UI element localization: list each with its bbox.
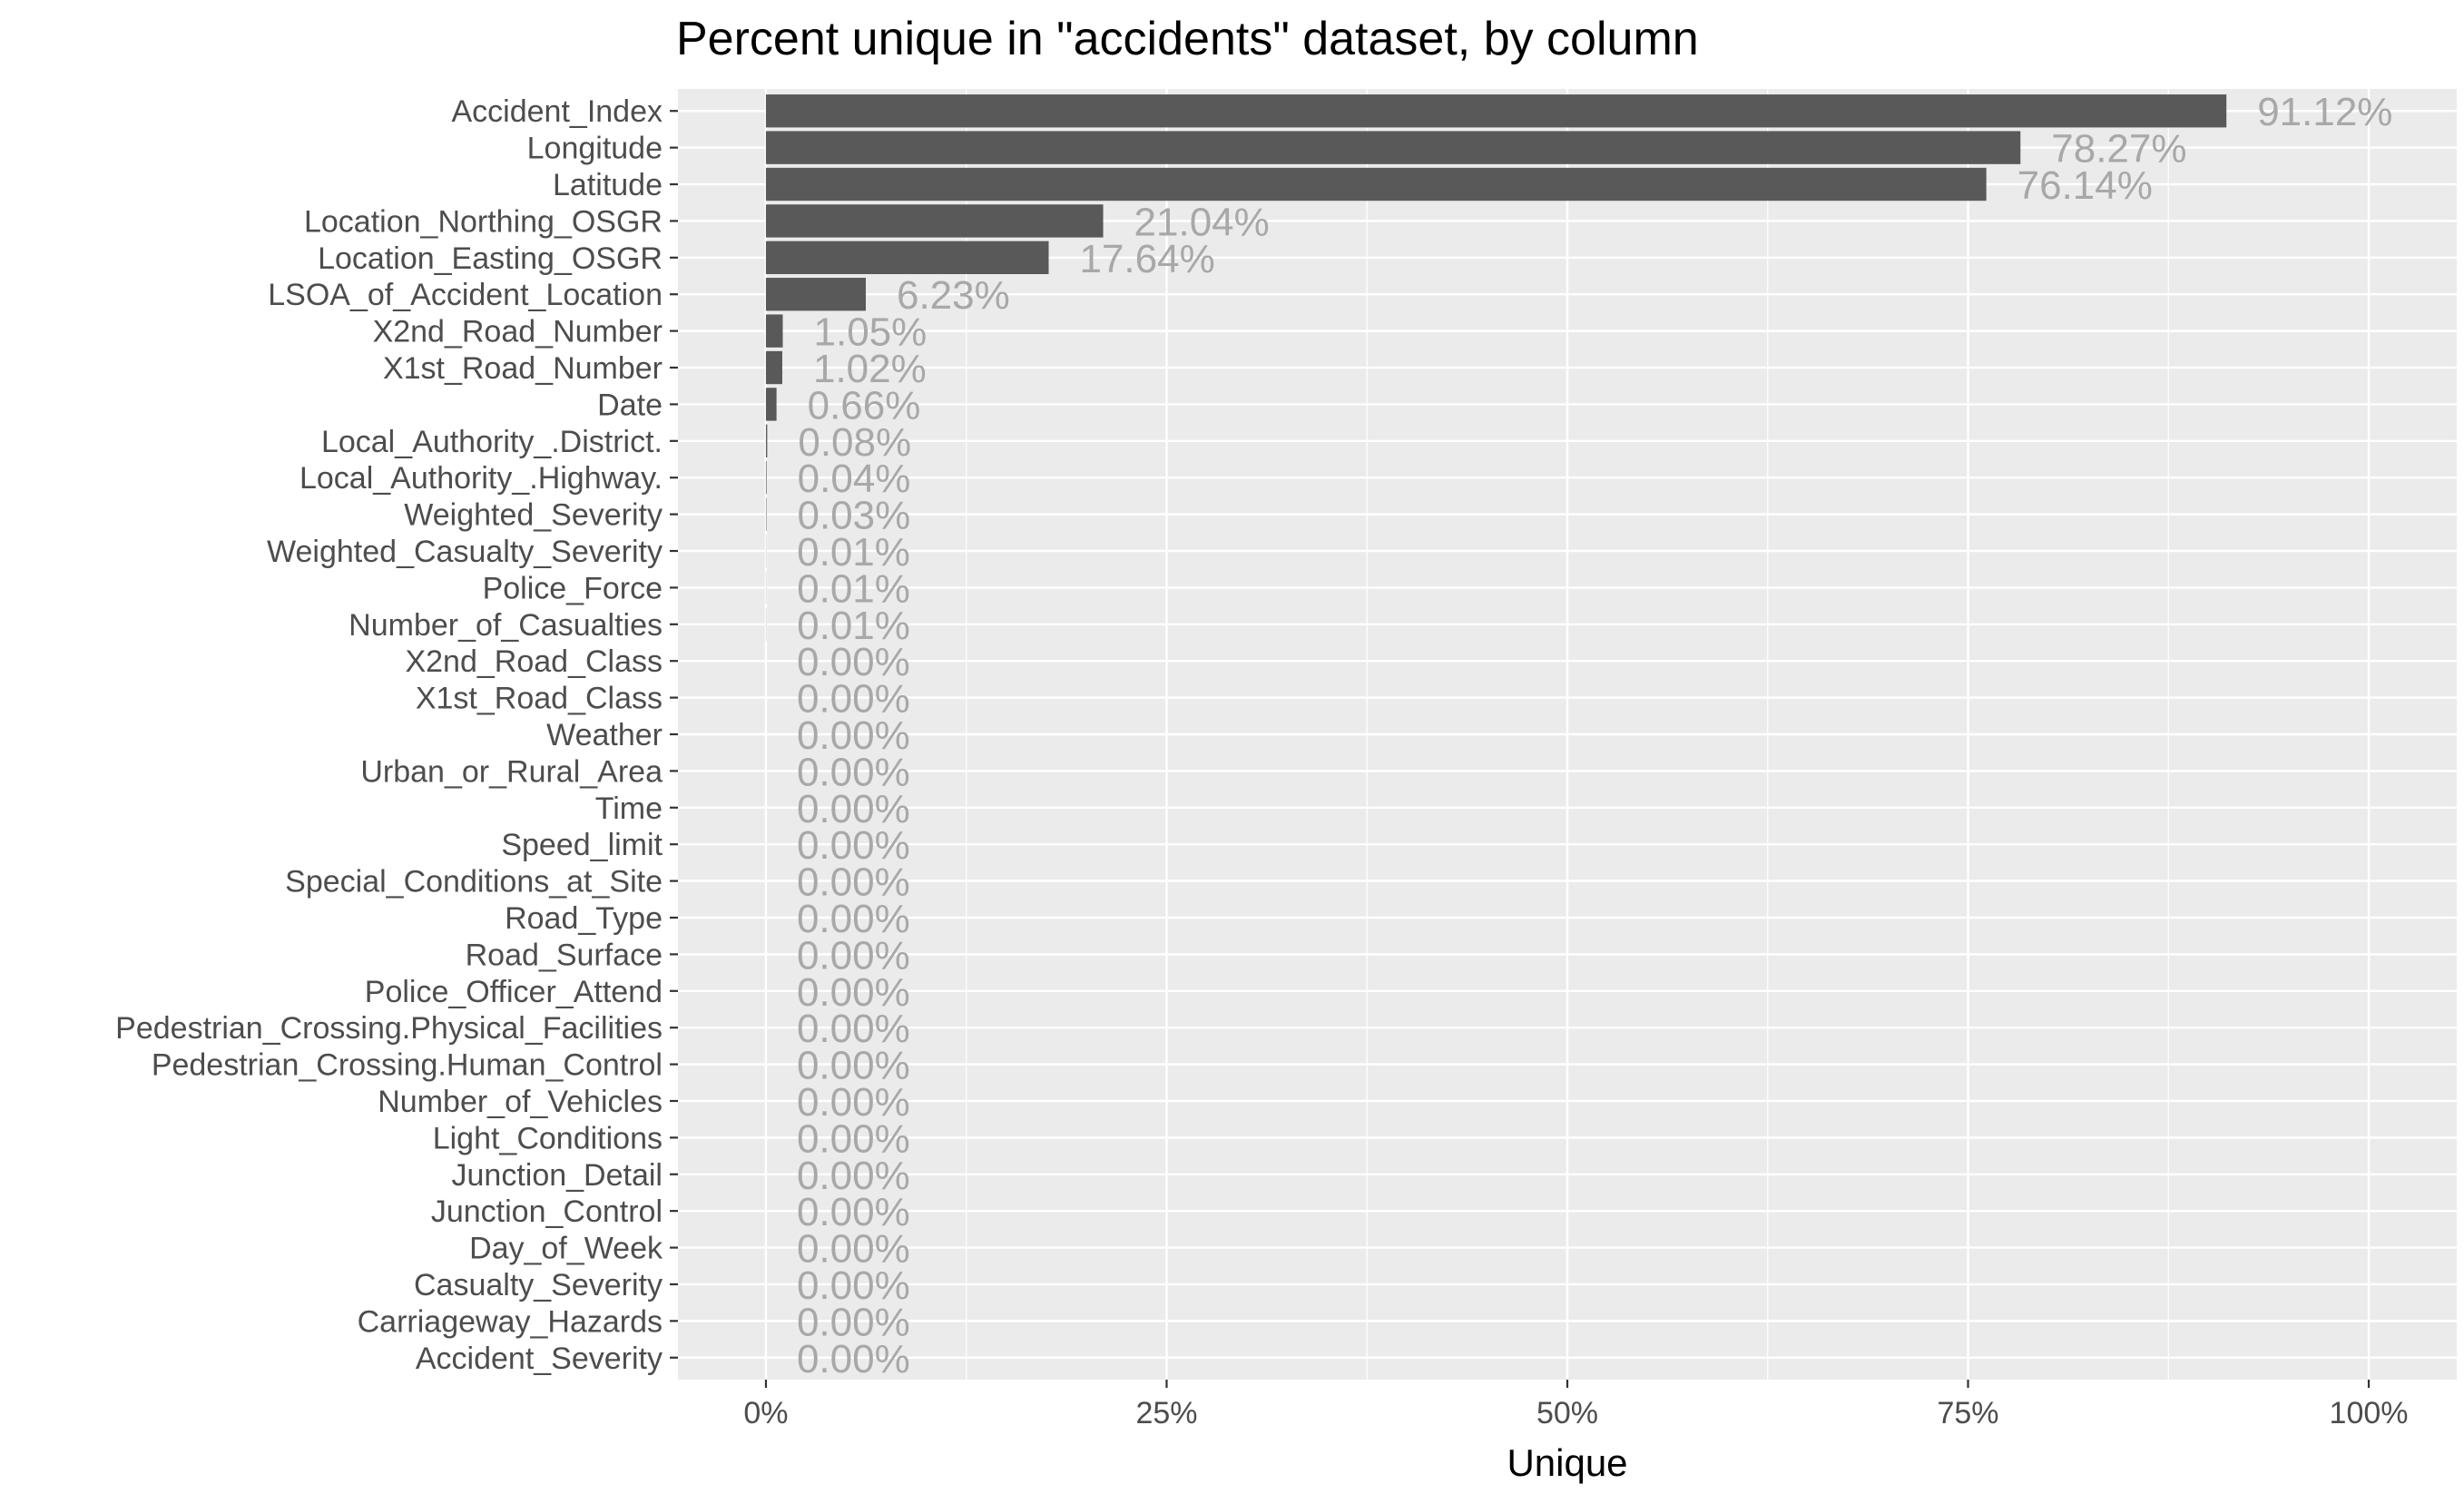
bar: [765, 314, 783, 348]
data-label: 0.00%: [797, 1300, 910, 1344]
data-label: 0.00%: [797, 860, 910, 905]
data-label: 0.00%: [797, 1007, 910, 1051]
data-label: 0.00%: [797, 1154, 910, 1198]
data-label: 0.00%: [797, 823, 910, 868]
bar: [765, 497, 767, 531]
y-tick-label: Longitude: [527, 132, 663, 166]
data-label: 0.00%: [797, 640, 910, 684]
y-tick-label: Local_Authority_.District.: [321, 425, 663, 459]
y-tick-label: Day_of_Week: [469, 1232, 663, 1266]
y-tick-label: Time: [595, 791, 663, 826]
y-tick-label: Speed_limit: [501, 828, 663, 862]
y-tick-label: Location_Northing_OSGR: [304, 204, 663, 239]
x-axis-title: Unique: [1507, 1441, 1627, 1484]
data-labels: 91.12% 78.27%76.14% 21.04%17.64% 6.23%1.05%…: [797, 90, 2392, 1381]
data-label: 0.00%: [797, 750, 910, 794]
y-tick-label: X2nd_Road_Number: [373, 315, 663, 349]
data-label: 6.23%: [897, 273, 1010, 318]
y-tick-label: Number_of_Casualties: [348, 608, 663, 643]
data-label: 0.00%: [797, 713, 910, 758]
y-tick-label: Road_Type: [505, 901, 663, 936]
y-tick-label: LSOA_of_Accident_Location: [268, 278, 663, 312]
data-label: 0.01%: [797, 604, 910, 648]
y-tick-label: Casualty_Severity: [414, 1268, 663, 1302]
data-label: 21.04%: [1134, 200, 1270, 244]
bar: [765, 241, 1049, 275]
x-axis: 0% 25% 50% 75% 100%: [743, 1380, 2409, 1430]
data-label: 0.00%: [797, 1337, 910, 1381]
y-tick-label: Pedestrian_Crossing.Human_Control: [152, 1048, 663, 1083]
data-label: 0.03%: [797, 494, 910, 538]
data-label: 0.01%: [797, 530, 910, 575]
data-label: 0.04%: [798, 457, 911, 501]
y-tick-label: Light_Conditions: [433, 1121, 663, 1155]
y-tick-label: Number_of_Vehicles: [378, 1085, 663, 1119]
x-tick-label: 25%: [1135, 1396, 1197, 1430]
data-label: 0.00%: [797, 933, 910, 978]
data-label: 0.00%: [797, 1227, 910, 1272]
data-label: 0.08%: [798, 420, 911, 465]
data-label: 0.00%: [797, 787, 910, 831]
y-tick-label: Junction_Control: [431, 1194, 663, 1229]
bar: [765, 461, 767, 495]
data-label: 76.14%: [2017, 163, 2153, 208]
y-tick-label: Accident_Severity: [416, 1342, 663, 1376]
data-label: 0.00%: [797, 1116, 910, 1161]
data-label: 0.00%: [797, 677, 910, 722]
x-tick-label: 100%: [2330, 1396, 2409, 1430]
y-tick-label: Latitude: [553, 168, 663, 202]
x-tick-label: 50%: [1536, 1396, 1598, 1430]
y-tick-label: Special_Conditions_at_Site: [285, 865, 663, 899]
data-label: 0.00%: [797, 1080, 910, 1125]
y-tick-label: Location_Easting_OSGR: [318, 241, 663, 276]
data-label: 1.02%: [813, 347, 927, 391]
chart-title: Percent unique in "accidents" dataset, b…: [676, 13, 1699, 65]
bar: [765, 424, 768, 457]
data-label: 0.00%: [797, 1190, 910, 1234]
bar: [765, 388, 777, 421]
y-tick-label: Local_Authority_.Highway.: [299, 461, 663, 496]
data-label: 17.64%: [1079, 237, 1214, 281]
y-tick-label: X1st_Road_Class: [416, 682, 663, 716]
y-tick-label: Carriageway_Hazards: [358, 1304, 663, 1339]
x-tick-label: 75%: [1937, 1396, 1998, 1430]
grid-lines: [678, 89, 2457, 1380]
data-label: 0.66%: [808, 383, 921, 428]
y-tick-label: Police_Officer_Attend: [365, 975, 663, 1009]
y-axis: Accident_IndexLongitudeLatitudeLocation_…: [115, 94, 678, 1376]
data-label: 0.00%: [797, 1263, 910, 1308]
y-tick-label: Urban_or_Rural_Area: [360, 754, 663, 789]
data-label: 78.27%: [2051, 127, 2186, 172]
y-tick-label: X1st_Road_Number: [383, 351, 663, 386]
bar: [765, 350, 782, 385]
data-label: 0.01%: [797, 566, 910, 611]
y-tick-label: Date: [597, 388, 663, 422]
bar: [765, 131, 2021, 164]
data-label: 1.05%: [814, 310, 928, 355]
bar: [765, 278, 866, 311]
bar: [765, 204, 1104, 238]
bar: [765, 94, 2227, 128]
y-tick-label: Weighted_Casualty_Severity: [267, 535, 663, 569]
bars: [765, 94, 2227, 641]
x-tick-label: 0%: [743, 1396, 788, 1430]
y-tick-label: Weather: [546, 718, 663, 752]
y-tick-label: Road_Surface: [466, 938, 663, 972]
data-label: 0.00%: [797, 970, 910, 1015]
data-label: 91.12%: [2257, 90, 2392, 134]
y-tick-label: Police_Force: [483, 571, 663, 605]
data-label: 0.00%: [797, 1044, 910, 1088]
y-tick-label: Weighted_Severity: [404, 498, 663, 533]
y-tick-label: Pedestrian_Crossing.Physical_Facilities: [115, 1011, 663, 1046]
y-tick-label: X2nd_Road_Class: [405, 644, 663, 679]
data-label: 0.00%: [797, 897, 910, 941]
y-tick-label: Accident_Index: [452, 94, 663, 129]
bar: [765, 167, 1987, 201]
y-tick-label: Junction_Detail: [452, 1158, 663, 1193]
